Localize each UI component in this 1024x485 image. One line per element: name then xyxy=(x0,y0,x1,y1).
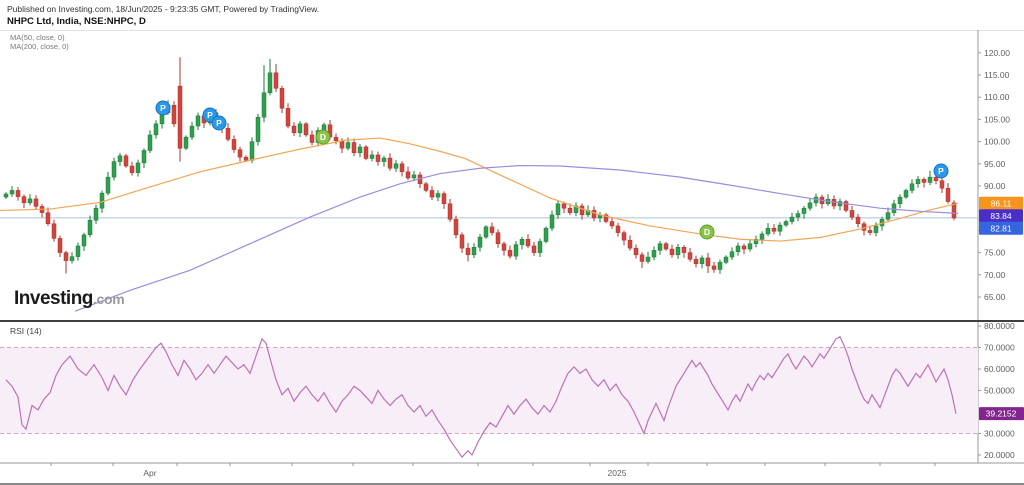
svg-text:20.0000: 20.0000 xyxy=(984,450,1015,460)
candles-layer xyxy=(3,57,957,274)
p-event-badge: P xyxy=(155,100,171,116)
p-event-badge: P xyxy=(211,115,227,131)
p-event-badge: P xyxy=(933,163,949,179)
logo-brand: Investing xyxy=(14,288,93,309)
rsi-legend: RSI (14) xyxy=(10,326,42,336)
svg-text:D: D xyxy=(320,132,326,142)
bottom-border xyxy=(0,483,1024,485)
svg-text:P: P xyxy=(938,166,944,176)
svg-text:110.00: 110.00 xyxy=(984,92,1010,102)
svg-text:Apr: Apr xyxy=(143,468,156,478)
svg-text:90.00: 90.00 xyxy=(984,181,1006,191)
svg-text:105.00: 105.00 xyxy=(984,114,1010,124)
moving-averages-layer xyxy=(0,137,959,312)
investing-logo: Investing.com xyxy=(14,288,125,310)
svg-text:70.0000: 70.0000 xyxy=(984,343,1015,353)
svg-text:83.84: 83.84 xyxy=(990,211,1012,221)
svg-text:39.2152: 39.2152 xyxy=(986,409,1017,419)
svg-text:82.81: 82.81 xyxy=(990,223,1012,233)
svg-text:120.00: 120.00 xyxy=(984,48,1010,58)
rsi-line-layer xyxy=(5,335,957,459)
svg-text:P: P xyxy=(207,110,213,120)
header-divider xyxy=(0,30,1024,31)
svg-text:2025: 2025 xyxy=(608,468,627,478)
svg-text:30.0000: 30.0000 xyxy=(984,429,1015,439)
svg-text:115.00: 115.00 xyxy=(984,70,1010,80)
d-event-badge: D xyxy=(699,224,715,240)
svg-text:50.0000: 50.0000 xyxy=(984,386,1015,396)
svg-text:100.00: 100.00 xyxy=(984,137,1010,147)
chart-title: NHPC Ltd, India, NSE:NHPC, D xyxy=(7,16,146,27)
svg-text:80.0000: 80.0000 xyxy=(984,321,1015,331)
ma50-legend: MA(50, close, 0) xyxy=(10,33,65,42)
svg-text:D: D xyxy=(704,227,710,237)
published-line: Published on Investing.com, 18/Jun/2025 … xyxy=(7,4,320,14)
svg-text:60.0000: 60.0000 xyxy=(984,364,1015,374)
d-event-badge: D xyxy=(315,129,331,145)
svg-text:P: P xyxy=(216,118,222,128)
svg-text:95.00: 95.00 xyxy=(984,159,1006,169)
svg-text:70.00: 70.00 xyxy=(984,270,1006,280)
price-axis-value-labels: 86.11 83.84 82.81 39.2152 xyxy=(979,196,1024,421)
axis-labels-layer: 120.00 115.00 110.00 105.00 100.00 95.00 90.00… xyxy=(50,48,1015,478)
logo-tld: .com xyxy=(92,291,125,307)
svg-text:65.00: 65.00 xyxy=(984,292,1006,302)
svg-text:86.11: 86.11 xyxy=(991,198,1012,208)
svg-text:P: P xyxy=(160,103,166,113)
svg-text:75.00: 75.00 xyxy=(984,248,1006,258)
ma200-legend: MA(200, close, 0) xyxy=(10,41,69,51)
